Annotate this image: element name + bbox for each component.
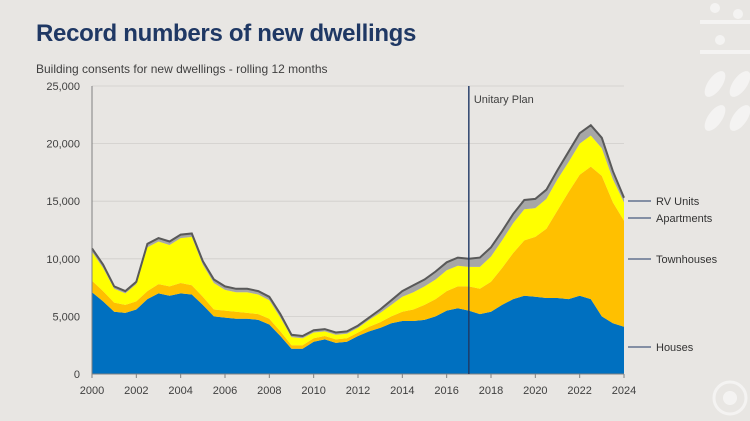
x-tick-label: 2024	[612, 385, 636, 397]
x-tick-label: 2004	[168, 385, 192, 397]
x-tick-label: 2018	[479, 385, 503, 397]
chart-subtitle: Building consents for new dwellings - ro…	[36, 62, 328, 76]
legend-label-houses: Houses	[656, 342, 694, 354]
chart-title: Record numbers of new dwellings	[36, 20, 417, 47]
x-tick-label: 2020	[523, 385, 547, 397]
legend-label-apartments: Apartments	[656, 213, 713, 225]
unitary-plan-label: Unitary Plan	[474, 94, 534, 106]
legend-label-rv-units: RV Units	[656, 196, 700, 208]
decoration-dot-icon	[715, 35, 725, 45]
legend-label-townhouses: Townhouses	[656, 254, 718, 266]
y-tick-label: 15,000	[46, 196, 80, 208]
y-tick-label: 20,000	[46, 139, 80, 151]
series-area-townhouses	[92, 166, 624, 349]
decoration-flower-icon	[712, 380, 748, 416]
decoration-leaf-icon	[704, 105, 726, 131]
x-tick-label: 2008	[257, 385, 281, 397]
series-area-apartments	[92, 135, 624, 346]
chart-legend: RV Units Apartments Townhouses Houses	[628, 196, 718, 354]
x-tick-label: 2012	[346, 385, 370, 397]
series-area-houses	[92, 292, 624, 374]
y-tick-label: 10,000	[46, 254, 80, 266]
chart-annotations: Unitary Plan	[468, 86, 534, 374]
decoration-dot-icon	[710, 3, 720, 13]
decoration-flower-icon	[723, 391, 737, 405]
decoration-leaf-icon	[729, 71, 750, 97]
x-tick-label: 2000	[80, 385, 104, 397]
x-tick-label: 2022	[567, 385, 591, 397]
background-decoration	[700, 3, 750, 416]
y-tick-label: 5,000	[52, 311, 80, 323]
decoration-leaf-icon	[704, 71, 726, 97]
series-total-line	[91, 123, 625, 338]
y-tick-label: 25,000	[46, 81, 80, 93]
y-tick-label: 0	[74, 369, 80, 381]
x-tick-label: 2006	[213, 385, 237, 397]
decoration-leaf-icon	[729, 105, 750, 131]
x-tick-label: 2002	[124, 385, 148, 397]
chart-axes: 0 5,000 10,000 15,000 20,000 25,000 2000 2002 20…	[46, 81, 636, 397]
chart-total-outline	[91, 123, 625, 338]
x-tick-label: 2016	[434, 385, 458, 397]
decoration-dot-icon	[733, 9, 743, 19]
chart-series-areas	[92, 125, 624, 374]
x-tick-label: 2014	[390, 385, 414, 397]
x-tick-label: 2010	[301, 385, 325, 397]
